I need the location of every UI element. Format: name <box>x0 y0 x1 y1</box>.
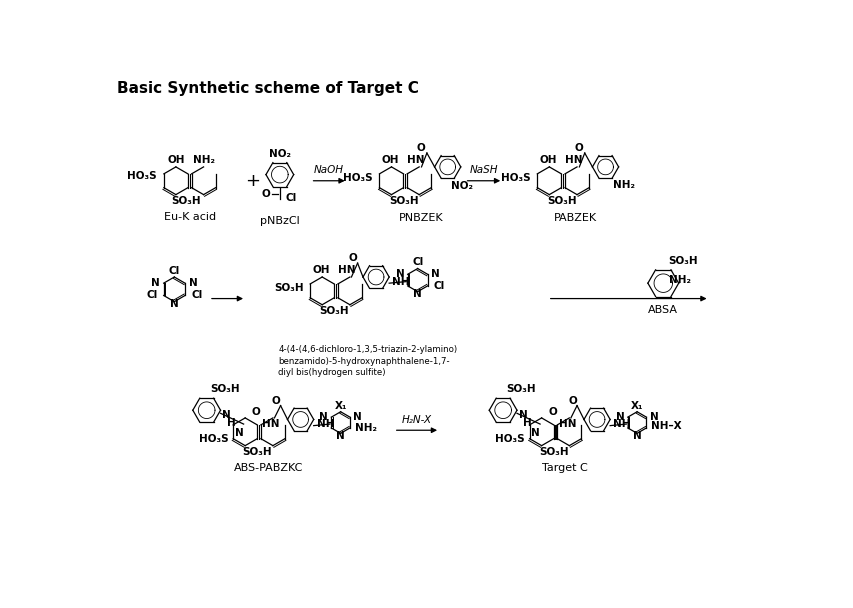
Text: O: O <box>573 143 583 153</box>
Text: OH: OH <box>381 155 398 165</box>
Text: H: H <box>226 418 235 427</box>
Text: N: N <box>170 299 178 309</box>
Text: N: N <box>649 412 658 422</box>
Text: N: N <box>151 278 160 288</box>
Text: SO₃H: SO₃H <box>210 384 239 395</box>
Text: O: O <box>348 253 357 263</box>
Text: SO₃H: SO₃H <box>667 256 697 266</box>
Text: SO₃H: SO₃H <box>171 196 200 206</box>
Text: N: N <box>413 289 421 299</box>
Text: Basic Synthetic scheme of Target C: Basic Synthetic scheme of Target C <box>117 81 418 95</box>
Text: NO₂: NO₂ <box>450 181 473 191</box>
Text: N: N <box>531 428 539 438</box>
Text: N: N <box>189 278 197 288</box>
Text: OH: OH <box>539 155 556 165</box>
Text: SO₃H: SO₃H <box>319 306 349 316</box>
Text: N: N <box>336 431 345 441</box>
Text: HO₃S: HO₃S <box>501 173 531 182</box>
Text: O: O <box>271 396 280 406</box>
Text: N: N <box>319 412 328 422</box>
Text: PABZEK: PABZEK <box>554 213 596 223</box>
Text: X₁: X₁ <box>630 401 642 410</box>
Text: SO₃H: SO₃H <box>388 196 418 206</box>
Text: SO₃H: SO₃H <box>546 196 576 206</box>
Text: Cl: Cl <box>169 266 180 276</box>
Text: O: O <box>548 407 556 416</box>
Text: SO₃H: SO₃H <box>242 447 272 457</box>
Text: HN: HN <box>406 155 424 165</box>
Text: NH₂: NH₂ <box>193 155 215 165</box>
Text: pNBzCl: pNBzCl <box>259 216 299 226</box>
Text: HO₃S: HO₃S <box>495 435 524 444</box>
Text: Cl: Cl <box>433 281 444 291</box>
Text: N: N <box>395 269 404 279</box>
Text: NH₂: NH₂ <box>354 423 376 433</box>
Text: ABS-PABZKC: ABS-PABZKC <box>234 463 303 472</box>
Text: O: O <box>261 189 270 199</box>
Text: NH: NH <box>316 419 334 429</box>
Text: HN: HN <box>262 419 279 429</box>
Text: O: O <box>252 407 260 416</box>
Text: X₁: X₁ <box>334 401 346 410</box>
Text: Cl: Cl <box>146 291 157 300</box>
Text: NO₂: NO₂ <box>269 149 291 159</box>
Text: OH: OH <box>167 155 185 165</box>
Text: +: + <box>245 172 260 190</box>
Text: HN: HN <box>337 265 355 275</box>
Text: 4-(4-(4,6-dichloro-1,3,5-triazin-2-ylamino)
benzamido)-5-hydroxynaphthalene-1,7-: 4-(4-(4,6-dichloro-1,3,5-triazin-2-ylami… <box>278 345 457 378</box>
Text: N: N <box>235 428 243 438</box>
Text: N: N <box>518 410 526 420</box>
Text: Eu-K acid: Eu-K acid <box>164 212 216 221</box>
Text: Cl: Cl <box>191 291 202 300</box>
Text: SO₃H: SO₃H <box>538 447 568 457</box>
Text: SO₃H: SO₃H <box>274 283 304 293</box>
Text: NaOH: NaOH <box>314 165 344 175</box>
Text: ABSA: ABSA <box>647 305 677 315</box>
Text: NH₂: NH₂ <box>612 179 635 190</box>
Text: NH: NH <box>612 419 630 429</box>
Text: HO₃S: HO₃S <box>127 171 156 181</box>
Text: HN: HN <box>558 419 576 429</box>
Text: H: H <box>523 418 531 427</box>
Text: NH₂: NH₂ <box>669 275 691 285</box>
Text: NaSH: NaSH <box>469 165 497 175</box>
Text: Target C: Target C <box>541 463 587 472</box>
Text: H₂N-X: H₂N-X <box>402 415 432 425</box>
Text: N: N <box>615 412 624 422</box>
Text: PNBZEK: PNBZEK <box>398 213 443 223</box>
Text: SO₃H: SO₃H <box>506 384 535 395</box>
Text: NH: NH <box>392 277 409 286</box>
Text: O: O <box>416 143 425 153</box>
Text: OH: OH <box>312 265 329 275</box>
Text: HO₃S: HO₃S <box>343 173 373 182</box>
Text: N: N <box>222 410 230 420</box>
Text: O: O <box>567 396 576 406</box>
Text: N: N <box>430 269 439 279</box>
Text: Cl: Cl <box>286 193 297 204</box>
Text: HN: HN <box>564 155 582 165</box>
Text: N: N <box>632 431 641 441</box>
Text: NH–X: NH–X <box>650 421 681 432</box>
Text: Cl: Cl <box>411 257 423 268</box>
Text: N: N <box>352 412 362 422</box>
Text: HO₃S: HO₃S <box>199 435 228 444</box>
